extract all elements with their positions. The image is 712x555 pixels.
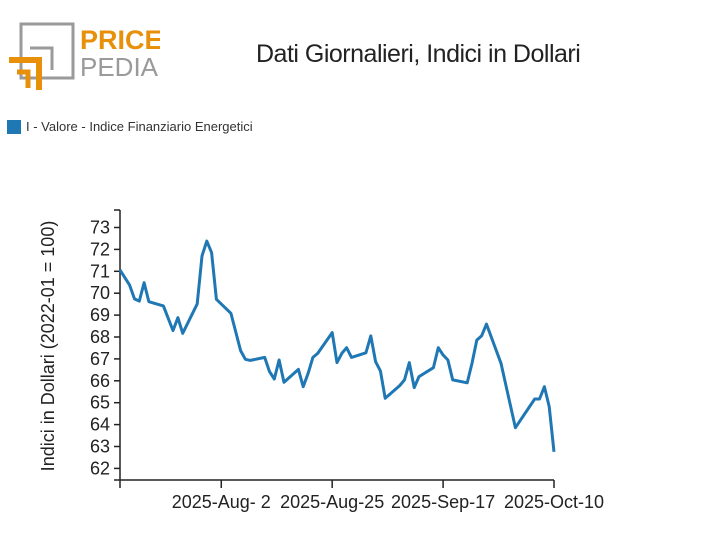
legend: I - Valore - Indice Finanziario Energeti… (7, 119, 253, 134)
y-tick-label: 71 (90, 261, 110, 281)
y-tick-label: 68 (90, 327, 110, 347)
logo-arrow-outer (9, 57, 42, 90)
logo-text-pedia: PEDIA (80, 52, 159, 82)
y-axis-label: Indici in Dollari (2022-01 = 100) (38, 221, 58, 472)
y-tick-label: 63 (90, 437, 110, 457)
logo-arrow-inner (17, 69, 31, 88)
pricepedia-logo: PRICE PEDIA (9, 22, 160, 90)
series-line (118, 239, 556, 452)
x-tick-label: 2025-Aug- 2 (172, 492, 271, 512)
logo-frame-outer (19, 22, 75, 80)
legend-swatch (7, 119, 21, 134)
y-tick-label: 67 (90, 349, 110, 369)
chart-title: Dati Giornalieri, Indici in Dollari (256, 40, 581, 68)
legend-label: I - Valore - Indice Finanziario Energeti… (26, 119, 253, 134)
x-tick-label: 2025-Sep-17 (391, 492, 495, 512)
logo-text-price: PRICE (80, 25, 160, 55)
x-tick-label: 2025-Oct-10 (504, 492, 604, 512)
y-tick-label: 69 (90, 305, 110, 325)
logo-frame-inner (30, 46, 54, 70)
y-tick-label: 62 (90, 458, 110, 478)
y-tick-label: 70 (90, 283, 110, 303)
x-tick-label: 2025-Aug-25 (280, 492, 384, 512)
y-tick-label: 73 (90, 218, 110, 238)
y-tick-label: 66 (90, 371, 110, 391)
y-tick-label: 72 (90, 239, 110, 259)
y-tick-label: 64 (90, 415, 110, 435)
y-tick-label: 65 (90, 393, 110, 413)
